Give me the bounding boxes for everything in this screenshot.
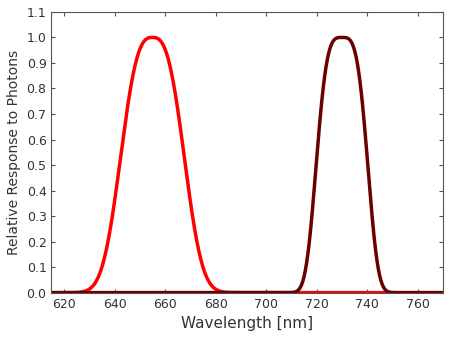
Y-axis label: Relative Response to Photons: Relative Response to Photons (7, 50, 21, 255)
X-axis label: Wavelength [nm]: Wavelength [nm] (181, 316, 313, 331)
